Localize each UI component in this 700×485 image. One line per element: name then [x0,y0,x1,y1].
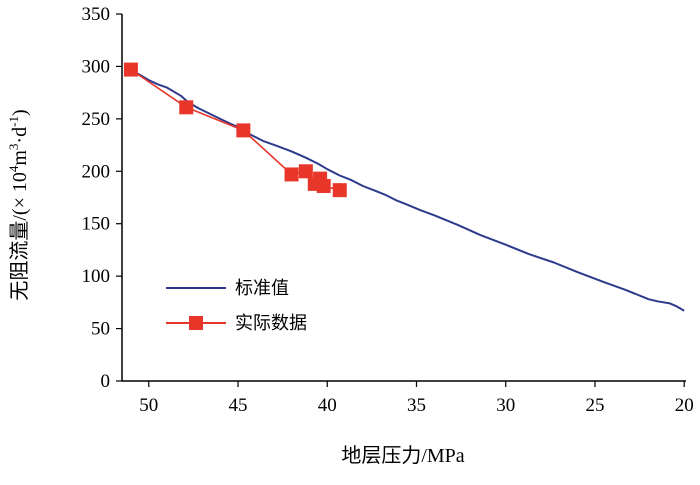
legend-marker-actual [189,316,203,330]
actual-data-point [179,100,194,115]
y-axis-title-end: ) [9,109,31,116]
x-axis-title: 地层压力/MPa [341,444,464,467]
y-axis-title-main: 无阻流量/(× 10 [8,172,31,301]
legend-label-standard: 标准值 [235,278,289,298]
actual-data-point [332,183,347,198]
x-tick-label: 30 [496,395,515,416]
standard-value-line [128,68,685,312]
y-axis-title-sup2: 3 [6,144,21,151]
x-tick-label: 20 [675,395,694,416]
y-tick-label: 350 [82,4,111,25]
x-tick-label: 25 [585,395,604,416]
y-tick-label: 300 [82,56,111,77]
actual-data-point [298,164,313,179]
x-tick-label: 45 [229,395,248,416]
y-ticks: 0 50 100 150 200 250 300 350 [82,4,122,392]
actual-data-point [316,178,331,193]
y-axis-title-sup3: -1 [6,116,21,127]
actual-data-point [236,123,251,138]
actual-data-point [284,167,299,182]
legend: 标准值 实际数据 [166,278,307,333]
y-axis-title-mid2: ·d [9,127,31,144]
axes [121,14,686,382]
y-axis-title-mid: m [9,150,31,166]
x-ticks: 50 45 40 35 30 25 20 [139,381,694,416]
series-layer [123,62,685,312]
y-tick-label: 250 [82,109,111,130]
y-tick-label: 0 [101,371,111,392]
y-tick-label: 50 [91,319,110,340]
x-tick-label: 35 [407,395,426,416]
x-tick-label: 50 [139,395,158,416]
y-tick-label: 150 [82,214,111,235]
actual-data-point [123,62,138,77]
y-tick-label: 100 [82,266,111,287]
y-axis-title: 无阻流量/(× 104m3·d-1) [6,109,31,300]
legend-label-actual: 实际数据 [235,313,307,333]
y-tick-label: 200 [82,161,111,182]
x-tick-label: 40 [318,395,337,416]
y-axis-title-sup1: 4 [6,165,21,172]
